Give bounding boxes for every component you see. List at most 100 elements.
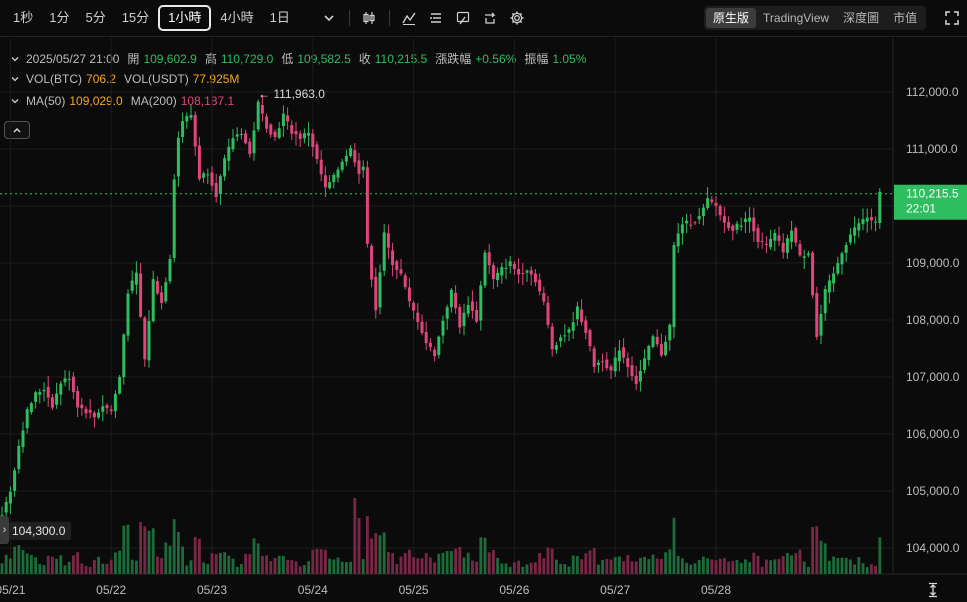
volume-bar (874, 565, 877, 574)
x-tick-label: 05/22 (96, 583, 126, 597)
volume-bar (508, 566, 512, 574)
volume-bar (550, 548, 554, 574)
interval-15m[interactable]: 15分 (121, 10, 150, 25)
interval-1m[interactable]: 1分 (49, 10, 70, 25)
volume-bar (332, 559, 336, 574)
open-label: 開 (127, 52, 140, 66)
expand-handle[interactable]: › (0, 516, 9, 544)
y-tick-label: 105,000.0 (906, 484, 960, 498)
candle-body (605, 359, 609, 369)
chevron-down-icon[interactable] (8, 94, 22, 108)
volume-bar (672, 517, 676, 574)
interval-1s[interactable]: 1秒 (13, 10, 34, 25)
volume-bar (660, 558, 663, 574)
candle-body (50, 397, 54, 408)
candle-body (336, 169, 340, 178)
high-label: 高 (204, 52, 217, 66)
amplitude-value: 1.05% (552, 51, 587, 66)
price-chart[interactable]: 104,000.0 105,000.0 106,000.0 107,000.0 108,… (0, 38, 967, 602)
fullscreen-icon[interactable] (940, 7, 964, 29)
vol-btc-label: VOL(BTC) (26, 72, 83, 86)
volume-bar (538, 553, 541, 574)
volume-bar (59, 555, 63, 574)
candle-body (542, 293, 546, 302)
toolbar-divider (389, 10, 390, 26)
volume-bar (303, 565, 306, 574)
interval-4h[interactable]: 4小時 (220, 10, 254, 25)
volume-bar (567, 566, 571, 574)
volume-bar (399, 556, 403, 574)
volume-bar (668, 549, 672, 574)
volume-bar (517, 560, 520, 574)
x-tick-label: 05/24 (298, 583, 328, 597)
volume-bar (445, 551, 449, 574)
replay-icon[interactable] (477, 5, 503, 31)
chevron-down-icon[interactable] (316, 5, 342, 31)
volume-bar (483, 537, 487, 574)
candle-body (407, 287, 411, 302)
interval-1d[interactable]: 1日 (269, 10, 290, 25)
candle-body (139, 273, 143, 317)
candle-body (706, 198, 710, 209)
candle-body (445, 307, 449, 319)
volume-bar (387, 551, 390, 574)
tab-depth[interactable]: 深度圖 (843, 11, 880, 25)
volume-bar (752, 552, 756, 574)
candle-body (223, 158, 227, 177)
view-tabs: 原生版 TradingView 深度圖 市值 (704, 6, 927, 30)
drawing-icon[interactable] (450, 5, 476, 31)
volume-bar (256, 543, 260, 574)
candle-body (319, 159, 323, 175)
volume-bar (420, 558, 424, 574)
volume-bar (55, 558, 58, 574)
volume-bar (0, 563, 4, 574)
settings-list-icon[interactable] (423, 5, 449, 31)
candle-body (806, 253, 810, 256)
volume-bar (433, 562, 436, 574)
candle-body (475, 309, 479, 322)
indicator-icon[interactable] (396, 5, 422, 31)
candle-body (567, 329, 571, 333)
candle-body (97, 412, 101, 418)
interval-5m[interactable]: 5分 (85, 10, 106, 25)
candle-body (773, 232, 777, 241)
candle-body (865, 217, 869, 222)
volume-bar (160, 558, 163, 574)
tab-market-cap[interactable]: 市值 (893, 11, 918, 25)
candle-body (840, 253, 844, 265)
chevron-down-icon[interactable] (8, 52, 22, 66)
x-tick-label: 05/21 (0, 583, 26, 597)
volume-bar (311, 549, 315, 574)
candle-body (13, 470, 17, 491)
volume-bar (798, 549, 802, 574)
candle-body (710, 199, 714, 202)
candle-body (496, 272, 500, 281)
candle-body (113, 393, 117, 412)
gear-icon[interactable] (504, 5, 530, 31)
candle-body (420, 321, 424, 333)
volume-bar (760, 566, 764, 574)
ohlc-legend: 2025/05/27 21:00 開 109,602.9 高 110,729.0… (8, 50, 594, 67)
y-tick-label: 108,000.0 (906, 313, 960, 327)
amplitude-label: 振幅 (524, 52, 549, 66)
candle-body (790, 230, 794, 242)
candlestick-icon[interactable] (356, 5, 382, 31)
candle-body (693, 222, 697, 224)
volume-bar (93, 559, 96, 574)
volume-bar (286, 559, 289, 574)
volume-bar (118, 550, 121, 574)
chevron-down-icon[interactable] (8, 72, 22, 86)
volume-bar (807, 566, 810, 574)
low-label: 低 (281, 52, 294, 66)
tab-tradingview[interactable]: TradingView (763, 11, 830, 25)
volume-bar (63, 565, 67, 574)
volume-bar (315, 548, 319, 574)
candle-body (34, 392, 38, 402)
interval-1h[interactable]: 1小時 (158, 5, 212, 31)
candle-body (403, 275, 407, 288)
candle-body (17, 445, 21, 470)
go-to-latest-icon[interactable] (924, 581, 942, 599)
tab-original[interactable]: 原生版 (706, 8, 757, 28)
volume-bar (618, 556, 621, 574)
candle-body (798, 244, 802, 256)
